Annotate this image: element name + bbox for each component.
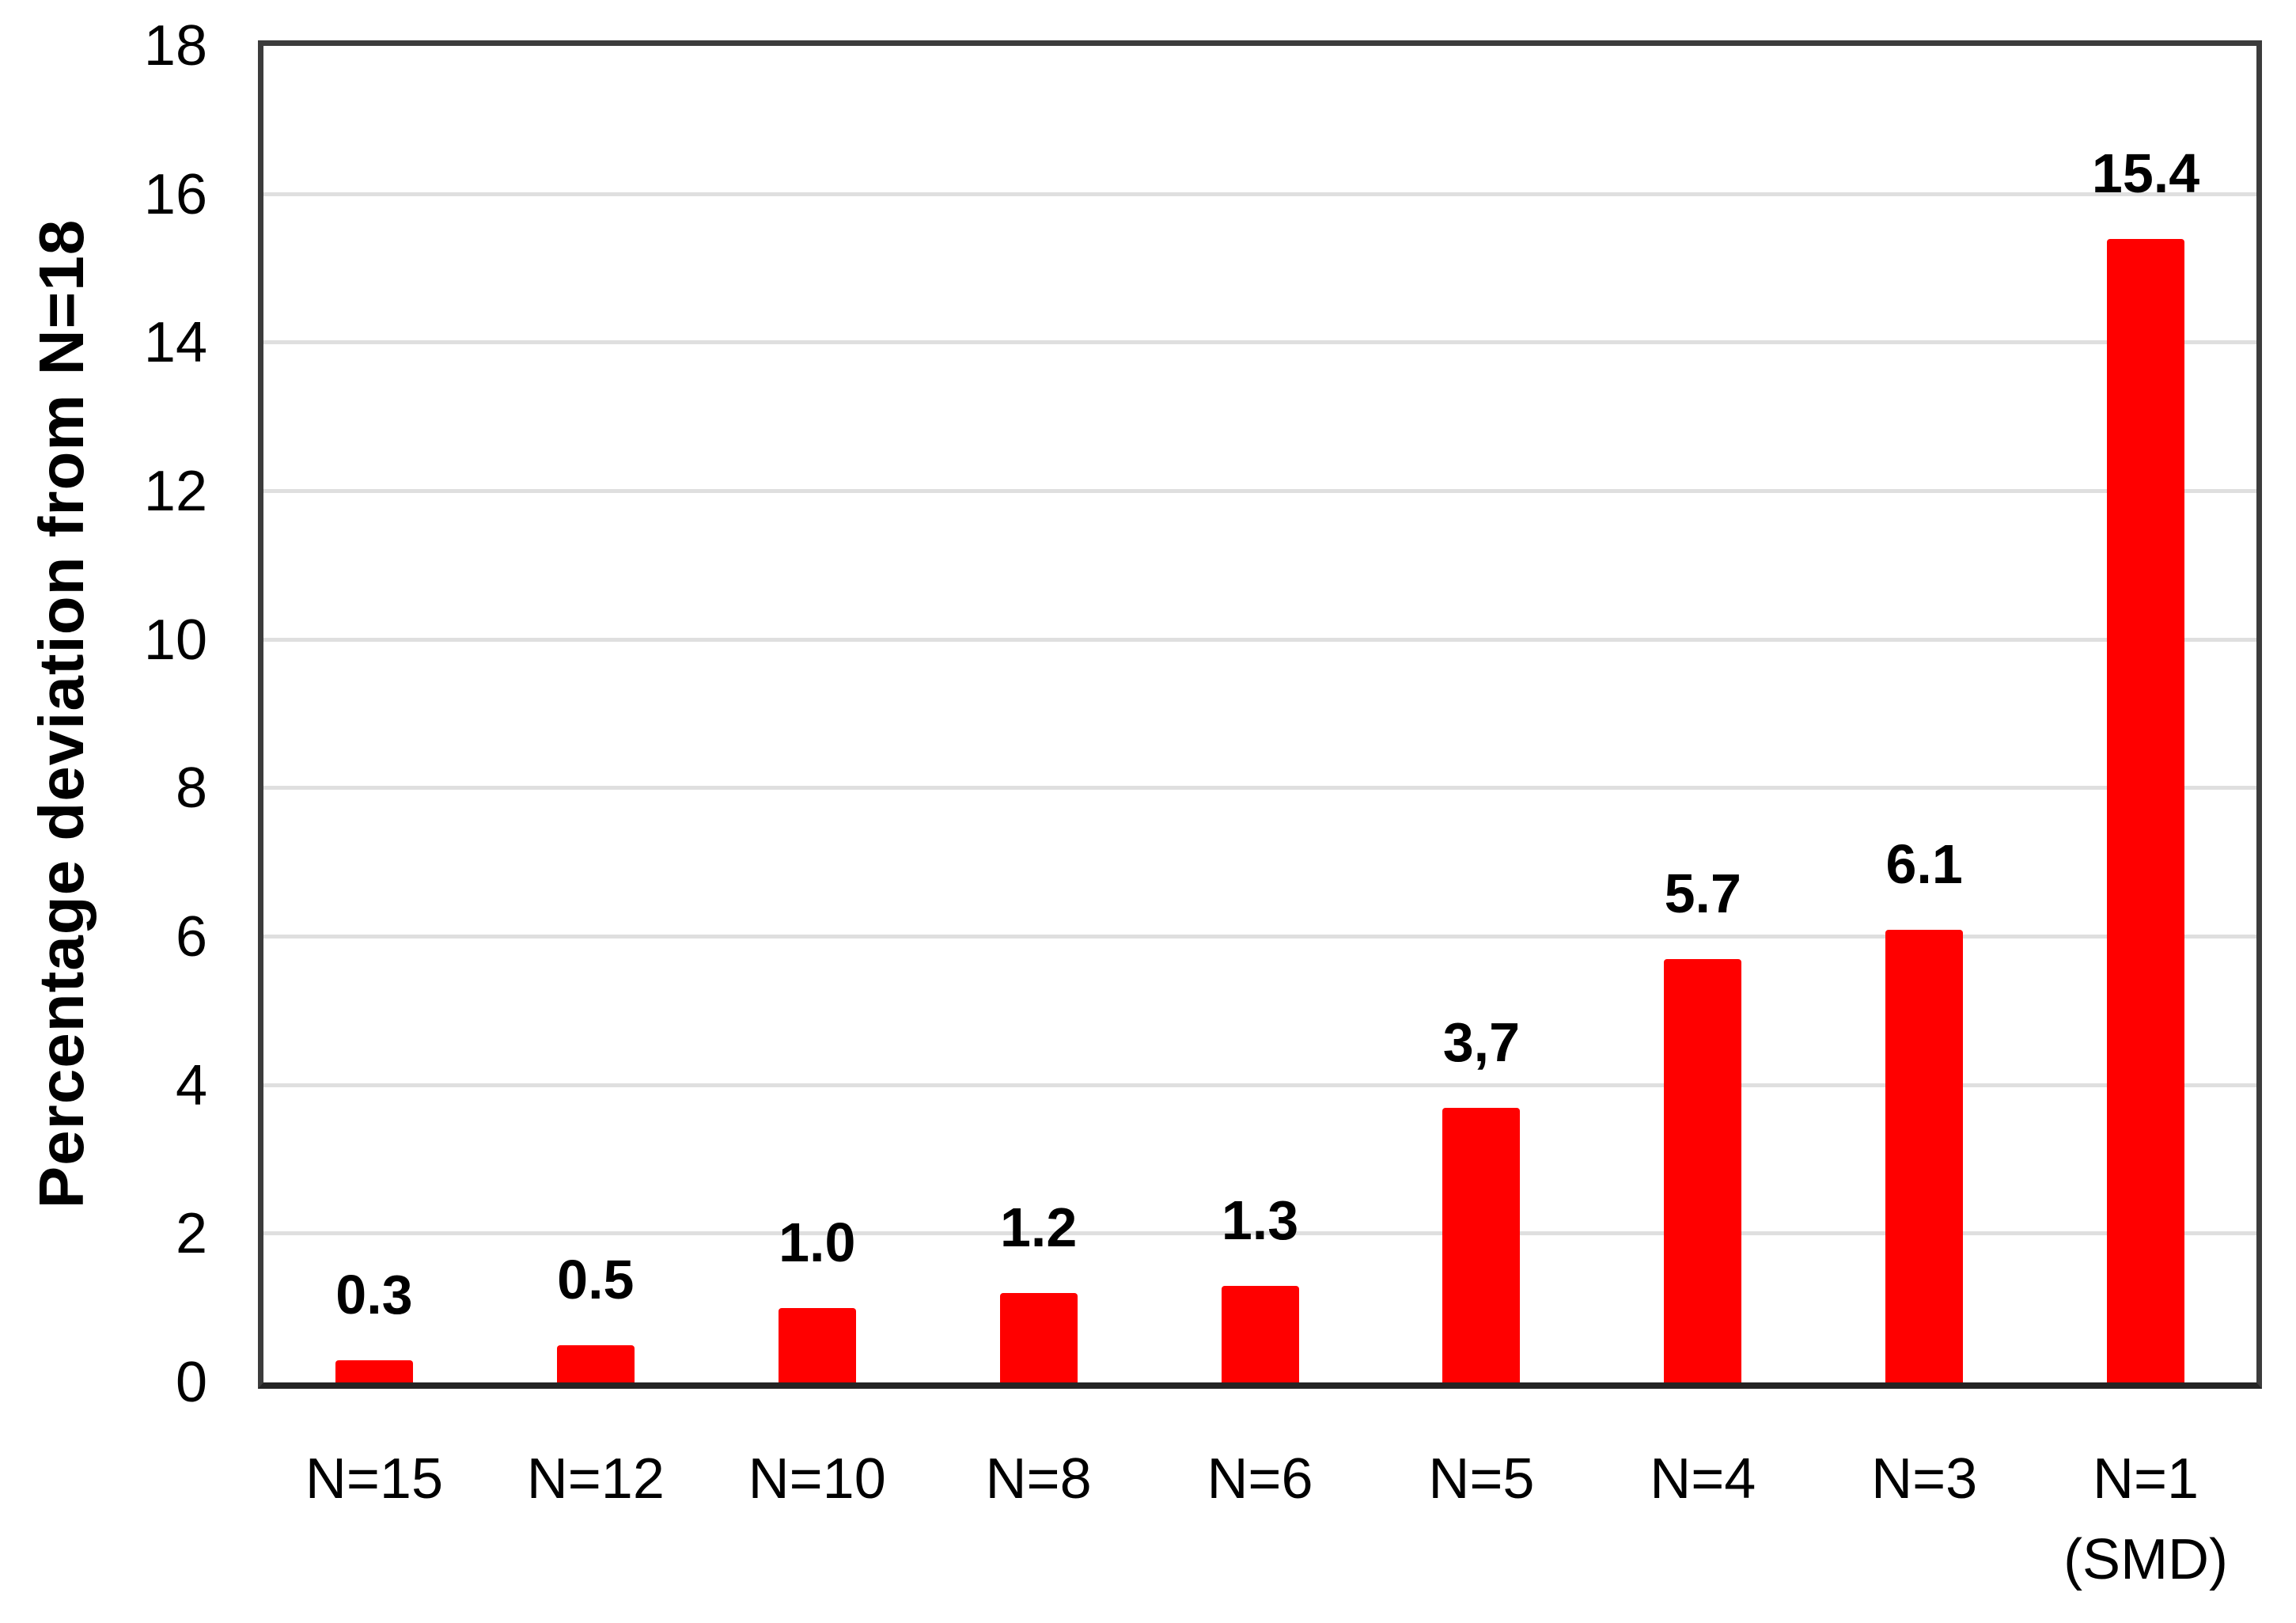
x-tick-label: N=6 bbox=[1207, 1447, 1313, 1511]
gridline bbox=[263, 340, 2256, 345]
y-tick-label: 6 bbox=[175, 905, 207, 969]
gridline bbox=[263, 191, 2256, 196]
gridline bbox=[263, 1083, 2256, 1087]
gridline bbox=[263, 935, 2256, 939]
y-tick-label: 8 bbox=[175, 757, 207, 821]
bar-value-label: 6.1 bbox=[1885, 832, 1963, 895]
bar-value-label: 1.0 bbox=[779, 1212, 856, 1274]
bar bbox=[1442, 1107, 1521, 1382]
x-tick-label: N=1 (SMD) bbox=[2063, 1447, 2229, 1591]
bar-value-label: 1.3 bbox=[1221, 1189, 1299, 1252]
bar bbox=[335, 1359, 413, 1382]
bar-value-label: 5.7 bbox=[1664, 863, 1741, 925]
x-tick-label: N=12 bbox=[526, 1447, 665, 1511]
bar-value-label: 15.4 bbox=[2091, 142, 2200, 204]
x-tick-label: N=3 bbox=[1871, 1447, 1978, 1511]
x-tick-label: N=5 bbox=[1428, 1447, 1535, 1511]
bar-value-label: 3,7 bbox=[1442, 1011, 1521, 1073]
bar bbox=[1885, 929, 1964, 1382]
bar bbox=[999, 1293, 1078, 1382]
bar-value-label: 0.3 bbox=[335, 1263, 413, 1325]
gridline bbox=[263, 489, 2256, 493]
bar bbox=[1221, 1286, 1299, 1382]
y-tick-label: 10 bbox=[143, 608, 207, 672]
x-tick-label: N=10 bbox=[748, 1447, 886, 1511]
x-tick-label: N=15 bbox=[305, 1447, 443, 1511]
gridline bbox=[263, 786, 2256, 791]
x-tick-label: N=4 bbox=[1650, 1447, 1756, 1511]
bar-value-label: 1.2 bbox=[999, 1196, 1078, 1259]
x-tick-label: N=8 bbox=[985, 1447, 1092, 1511]
y-tick-label: 4 bbox=[175, 1053, 207, 1117]
y-tick-label: 16 bbox=[143, 162, 207, 226]
y-tick-label: 2 bbox=[175, 1202, 207, 1266]
y-tick-label: 14 bbox=[143, 311, 207, 375]
bar bbox=[556, 1345, 635, 1382]
bar bbox=[1664, 959, 1742, 1382]
bar bbox=[2107, 238, 2185, 1382]
bar-value-label: 0.5 bbox=[557, 1249, 635, 1311]
plot-area: 0.3 0.5 1.0 1.2 1.3 3,7 5.7 6.1 15.4 bbox=[258, 40, 2262, 1389]
bar bbox=[778, 1308, 856, 1382]
y-tick-label: 12 bbox=[143, 460, 207, 523]
y-tick-label: 0 bbox=[175, 1351, 207, 1414]
gridline bbox=[263, 1231, 2256, 1236]
y-axis-tick-labels: 0 2 4 6 8 10 12 14 16 18 bbox=[0, 0, 207, 1623]
y-tick-label: 18 bbox=[143, 14, 207, 78]
gridline bbox=[263, 637, 2256, 642]
